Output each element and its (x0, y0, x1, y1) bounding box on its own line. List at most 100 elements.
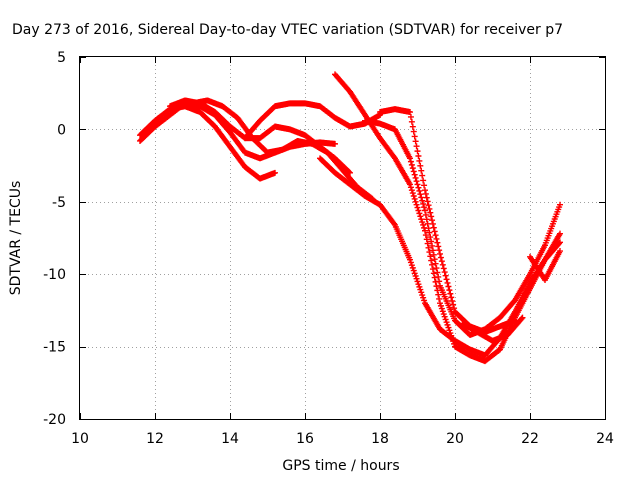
data-point (407, 184, 414, 191)
series-track-4 (189, 97, 376, 202)
data-point (428, 213, 435, 220)
data-point (410, 168, 417, 175)
data-point (414, 278, 421, 285)
data-point (450, 338, 457, 345)
data-point (437, 250, 443, 257)
data-point (439, 261, 446, 268)
data-point (419, 197, 426, 204)
data-point (410, 193, 417, 200)
data-point (445, 283, 452, 290)
data-point (435, 291, 442, 298)
data-point (429, 217, 436, 224)
y-tick-label: -15 (43, 340, 66, 356)
data-point (411, 171, 418, 178)
data-point (407, 155, 413, 162)
data-point (427, 209, 434, 216)
data-point (418, 194, 425, 201)
x-tick-label: 18 (371, 431, 389, 447)
data-point (407, 158, 414, 165)
data-point (415, 153, 422, 160)
data-point (419, 172, 426, 179)
data-point (424, 198, 431, 205)
x-tick-label: 10 (71, 431, 89, 447)
data-point (412, 273, 419, 280)
data-point (518, 315, 525, 322)
data-point (425, 202, 432, 209)
data-point (413, 275, 420, 282)
data-point (420, 294, 427, 301)
data-point (437, 302, 444, 309)
data-point (407, 181, 413, 188)
data-point (407, 259, 414, 266)
data-point (446, 327, 453, 334)
data-point (418, 167, 425, 174)
series-track-2 (137, 103, 278, 182)
data-point (433, 265, 440, 272)
data-point (440, 265, 447, 272)
y-tick-label: 0 (57, 122, 66, 138)
data-point (441, 269, 448, 276)
data-point (443, 276, 450, 283)
data-point (422, 232, 429, 239)
data-point (429, 266, 436, 273)
data-point (415, 207, 422, 214)
data-point (413, 143, 420, 150)
y-tick-label: -20 (43, 412, 66, 428)
data-point (449, 297, 456, 304)
data-point (450, 301, 457, 308)
series-track-11 (527, 248, 563, 283)
data-point (436, 247, 443, 254)
y-tick-label: -10 (43, 267, 66, 283)
grid-lines (80, 57, 605, 419)
chart-title: Day 273 of 2016, Sidereal Day-to-day VTE… (12, 22, 563, 38)
series-track-7 (332, 71, 563, 365)
data-point (421, 297, 428, 304)
data-point (414, 181, 421, 188)
data-point (427, 253, 434, 260)
data-point (418, 289, 425, 296)
data-point (429, 242, 436, 249)
data-point (422, 190, 429, 197)
data-point (438, 258, 445, 265)
data-point (424, 240, 431, 247)
data-point (431, 256, 438, 263)
data-point (436, 295, 443, 302)
data-point (428, 257, 435, 264)
data-point (416, 210, 423, 217)
data-point (412, 138, 419, 145)
data-point (415, 184, 422, 191)
data-point (420, 200, 427, 207)
data-point (422, 227, 428, 234)
data-point (421, 182, 428, 189)
y-axis-label: SDTVAR / TECUs (8, 181, 24, 296)
data-point (428, 238, 435, 245)
data-point (414, 148, 421, 155)
data-point (418, 216, 425, 223)
plot-frame (79, 56, 606, 420)
data-point (557, 201, 563, 208)
x-axis-label: GPS time / hours (282, 458, 399, 474)
data-point (441, 313, 448, 320)
data-point (420, 221, 427, 228)
data-point (422, 211, 429, 218)
data-point (430, 251, 437, 258)
data-point (429, 261, 436, 268)
data-point (410, 128, 417, 135)
y-tick-label: -5 (52, 195, 66, 211)
data-point (413, 201, 420, 208)
data-point (417, 162, 424, 169)
data-point (422, 187, 428, 194)
data-point (410, 267, 417, 274)
data-point (419, 219, 426, 226)
data-point (423, 236, 430, 243)
data-point (411, 195, 418, 202)
data-point (557, 230, 563, 237)
x-tick-labels: 10 12 14 16 18 20 22 24 (71, 431, 614, 447)
data-point (416, 157, 423, 164)
series-track-5 (242, 100, 383, 142)
data-point (332, 140, 338, 147)
data-point (416, 283, 423, 290)
data-point (557, 248, 563, 255)
data-point (433, 235, 440, 242)
data-point (426, 249, 433, 256)
